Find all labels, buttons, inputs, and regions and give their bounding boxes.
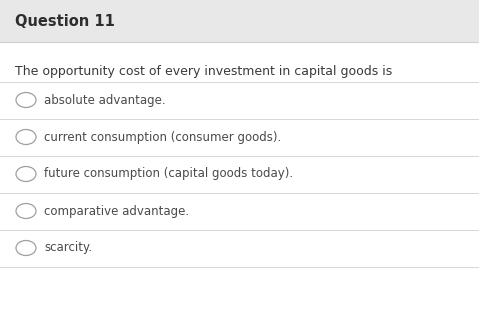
Text: absolute advantage.: absolute advantage. — [44, 94, 166, 106]
Text: The opportunity cost of every investment in capital goods is: The opportunity cost of every investment… — [15, 65, 392, 78]
Text: future consumption (capital goods today).: future consumption (capital goods today)… — [44, 167, 293, 180]
Text: Question 11: Question 11 — [15, 14, 115, 28]
Bar — [0, 0, 479, 42]
Text: current consumption (consumer goods).: current consumption (consumer goods). — [44, 131, 281, 143]
Text: comparative advantage.: comparative advantage. — [44, 204, 189, 217]
Text: scarcity.: scarcity. — [44, 241, 92, 254]
